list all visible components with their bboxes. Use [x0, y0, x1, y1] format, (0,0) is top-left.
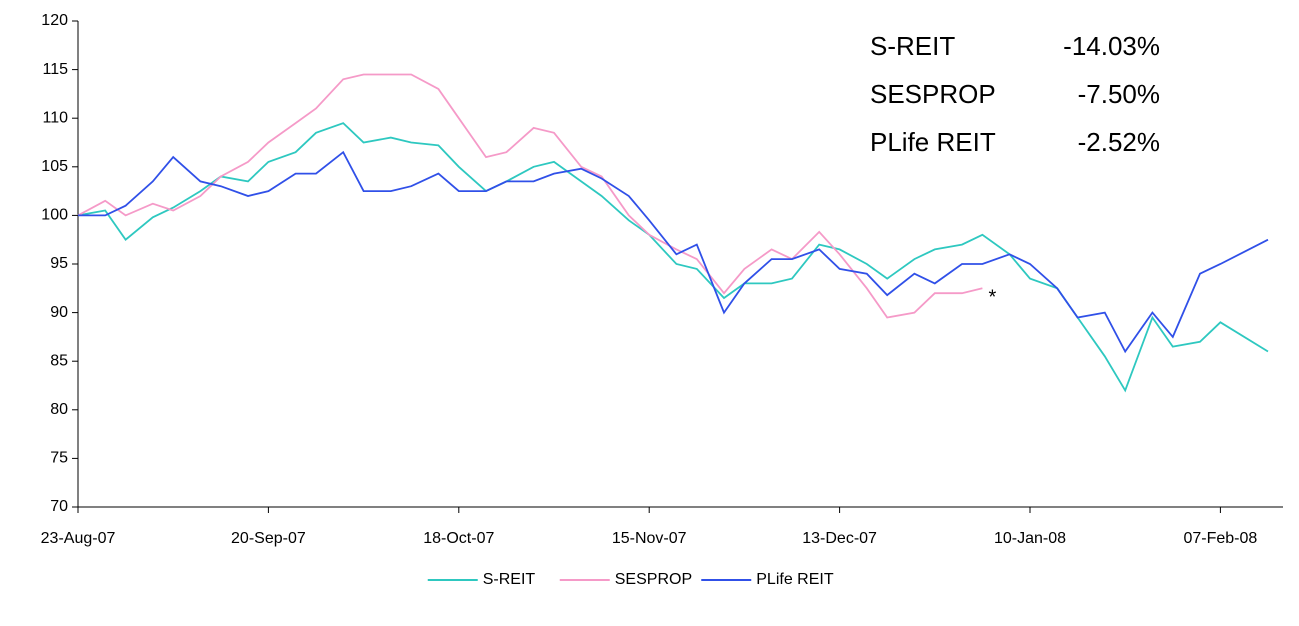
x-tick-label: 20-Sep-07 — [231, 530, 306, 547]
legend-label: PLife REIT — [756, 571, 834, 588]
annotation-value: -7.50% — [1078, 79, 1160, 109]
legend-label: SESPROP — [615, 571, 692, 588]
y-tick-label: 80 — [50, 401, 68, 418]
annotation-label: PLife REIT — [870, 127, 996, 157]
y-tick-label: 120 — [41, 12, 68, 29]
y-tick-label: 70 — [50, 498, 68, 515]
x-tick-label: 10-Jan-08 — [994, 530, 1066, 547]
x-tick-label: 18-Oct-07 — [423, 530, 494, 547]
y-tick-label: 115 — [42, 61, 68, 78]
legend-label: S-REIT — [483, 571, 536, 588]
annotation-value: -2.52% — [1078, 127, 1160, 157]
series-line — [77, 122, 1269, 393]
x-tick-label: 07-Feb-08 — [1183, 530, 1257, 547]
y-tick-label: 110 — [42, 109, 68, 126]
y-tick-label: 75 — [50, 450, 68, 467]
y-tick-label: 100 — [41, 207, 68, 224]
annotation-label: S-REIT — [870, 31, 955, 61]
annotation-label: SESPROP — [870, 79, 996, 109]
series-line — [78, 150, 1269, 354]
x-tick-label: 13-Dec-07 — [802, 530, 877, 547]
y-tick-label: 105 — [41, 158, 68, 175]
y-tick-label: 90 — [50, 304, 68, 321]
x-tick-label: 23-Aug-07 — [41, 530, 116, 547]
y-tick-label: 85 — [50, 352, 68, 369]
annotation-marker: * — [989, 287, 997, 309]
series-line — [77, 73, 983, 319]
x-tick-label: 15-Nov-07 — [612, 530, 687, 547]
annotation-value: -14.03% — [1063, 31, 1160, 61]
y-tick-label: 95 — [50, 255, 68, 272]
